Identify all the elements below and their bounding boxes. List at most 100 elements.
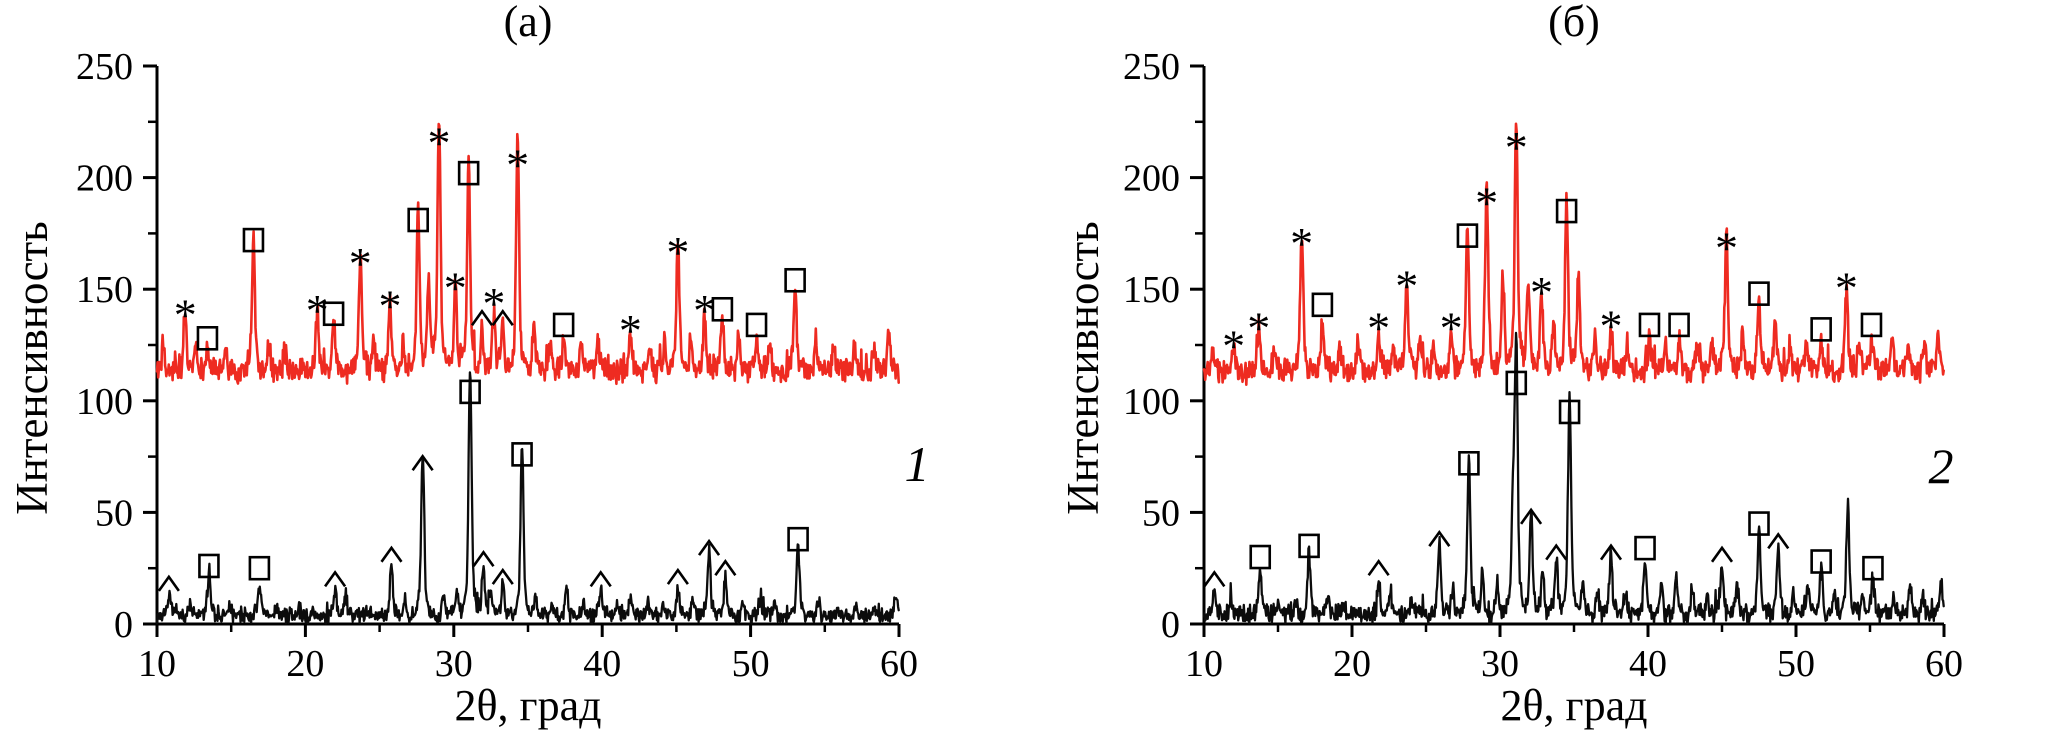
y-axis-tick-label: 200 — [1123, 158, 1180, 200]
marker-caret — [470, 308, 494, 326]
x-axis-tick-label: 60 — [1925, 643, 1963, 685]
panel-a-y-axis-label: Интенсивность — [7, 221, 57, 515]
marker-asterisk: * — [1440, 303, 1463, 354]
marker-square — [1810, 549, 1832, 574]
marker-square — [1311, 292, 1334, 318]
marker-square — [407, 207, 429, 233]
y-axis-tick-label: 150 — [76, 269, 133, 311]
marker-square — [1668, 312, 1690, 338]
marker-asterisk: * — [693, 285, 716, 336]
marker-asterisk: * — [666, 227, 689, 278]
marker-caret — [666, 567, 689, 585]
y-axis-tick-label: 50 — [1142, 492, 1180, 534]
marker-caret — [1599, 543, 1623, 561]
marker-square — [322, 301, 345, 327]
marker-square — [711, 296, 734, 322]
marker-asterisk: * — [1367, 303, 1390, 354]
trace-black-pattern-1 — [155, 371, 900, 625]
marker-asterisk: * — [1290, 218, 1313, 269]
marker-caret — [380, 545, 403, 563]
marker-square — [1810, 317, 1832, 342]
marker-square — [1558, 399, 1581, 425]
marker-square — [1748, 511, 1770, 536]
marker-caret — [411, 454, 434, 472]
marker-square — [198, 553, 220, 579]
marker-square — [1555, 198, 1578, 224]
marker-caret — [1367, 558, 1390, 576]
marker-square — [1458, 450, 1480, 476]
y-axis-tick-label: 250 — [76, 46, 133, 88]
trace-red-pattern-1 — [155, 122, 900, 386]
marker-asterisk: * — [174, 289, 197, 340]
marker-square — [1748, 281, 1770, 306]
x-axis-tick-label: 50 — [732, 643, 770, 685]
marker-asterisk: * — [427, 117, 450, 168]
x-axis-tick-label: 40 — [1629, 643, 1667, 685]
trace-black-pattern-2 — [1202, 331, 1945, 625]
marker-square — [1505, 370, 1528, 396]
marker-caret — [1520, 507, 1543, 525]
x-axis-tick-label: 20 — [286, 643, 324, 685]
x-axis-tick-label: 60 — [880, 643, 918, 685]
y-axis-tick-label: 150 — [1123, 269, 1180, 311]
marker-caret — [491, 567, 514, 585]
marker-square — [511, 442, 533, 467]
x-axis-tick-label: 40 — [583, 643, 621, 685]
marker-caret — [1545, 543, 1568, 561]
marker-asterisk: * — [506, 140, 529, 191]
y-axis-tick-label: 100 — [76, 381, 133, 423]
x-axis-tick-label: 30 — [435, 643, 473, 685]
marker-asterisk: * — [1505, 122, 1528, 173]
marker-asterisk: * — [1715, 222, 1738, 273]
marker-square — [1456, 223, 1479, 248]
marker-square — [745, 312, 768, 338]
marker-square — [242, 227, 265, 253]
y-axis-tick-label: 0 — [114, 604, 133, 646]
panel-b-y-axis-label: Интенсивность — [1058, 221, 1108, 515]
marker-asterisk: * — [1475, 178, 1498, 229]
marker-square — [1860, 312, 1883, 338]
marker-caret — [1767, 532, 1790, 550]
marker-asterisk: * — [1835, 263, 1858, 314]
marker-caret — [1710, 545, 1734, 563]
marker-square — [1249, 544, 1272, 570]
marker-caret — [1428, 529, 1451, 547]
x-axis-tick-label: 10 — [138, 643, 176, 685]
x-axis-tick-label: 10 — [1185, 643, 1223, 685]
x-axis-tick-label: 50 — [1777, 643, 1815, 685]
marker-square — [1298, 533, 1320, 559]
marker-square — [457, 160, 480, 186]
marker-caret — [491, 308, 514, 326]
panel-a-x-axis-label: 2θ, град — [454, 681, 602, 730]
marker-square — [784, 267, 806, 293]
marker-square — [248, 555, 271, 581]
panel-b-curve-number: 2 — [1928, 438, 1954, 494]
marker-caret — [472, 550, 495, 568]
marker-caret — [697, 538, 721, 556]
panel-a-title: (а) — [503, 0, 553, 46]
marker-caret — [157, 574, 180, 592]
marker-square — [459, 379, 481, 405]
marker-asterisk: * — [1395, 260, 1418, 311]
marker-square — [1638, 312, 1661, 338]
marker-caret — [714, 558, 737, 576]
y-axis-tick-label: 200 — [76, 158, 133, 200]
panel-b-x-axis-label: 2θ, град — [1500, 681, 1648, 730]
y-axis-tick-label: 0 — [1161, 604, 1180, 646]
marker-asterisk: * — [349, 238, 372, 289]
marker-square — [787, 526, 809, 552]
panel-a-curve-number: 1 — [904, 436, 930, 492]
marker-asterisk: * — [1600, 300, 1623, 351]
x-axis-tick-label: 30 — [1481, 643, 1519, 685]
marker-caret — [1203, 570, 1226, 588]
marker-square — [552, 312, 575, 338]
marker-square — [1862, 555, 1884, 581]
marker-asterisk: * — [1247, 303, 1270, 354]
y-axis-tick-label: 250 — [1123, 46, 1180, 88]
marker-square — [196, 326, 219, 351]
marker-asterisk: * — [1222, 321, 1245, 372]
x-axis-tick-label: 20 — [1333, 643, 1371, 685]
marker-asterisk: * — [619, 305, 642, 356]
